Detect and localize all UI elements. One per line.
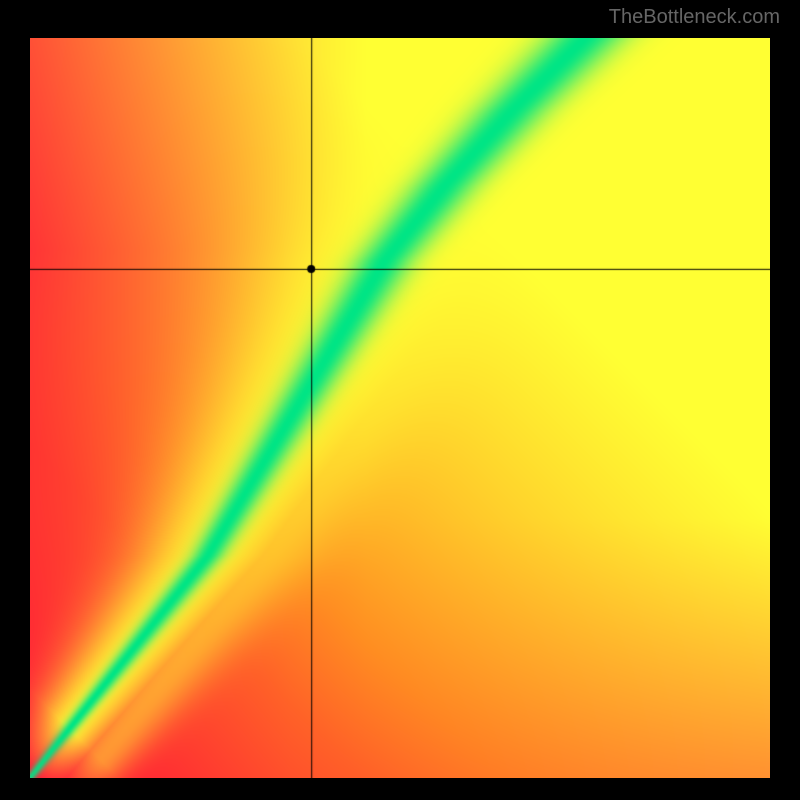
heatmap-plot: [30, 38, 770, 778]
attribution-text: TheBottleneck.com: [609, 6, 780, 29]
heatmap-canvas: [30, 38, 770, 778]
